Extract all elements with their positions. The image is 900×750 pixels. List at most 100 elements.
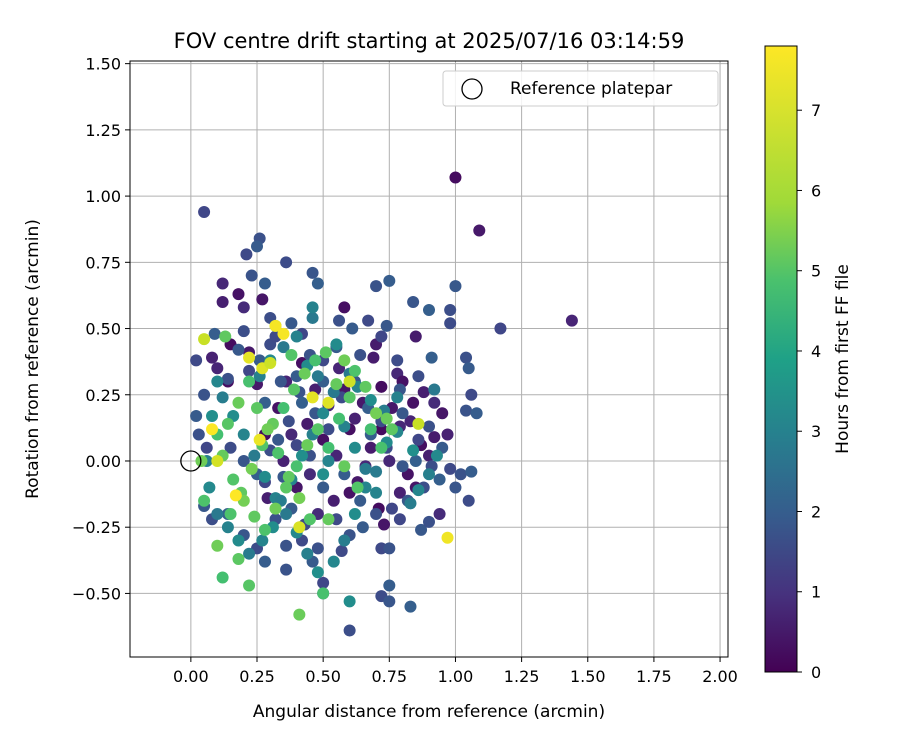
data-point — [208, 327, 221, 340]
colorbar-tick-label: 0 — [811, 663, 821, 682]
data-point — [232, 396, 245, 409]
data-point — [224, 507, 237, 520]
data-point — [409, 454, 422, 467]
data-point — [359, 380, 372, 393]
data-point — [227, 473, 240, 486]
data-point — [343, 391, 356, 404]
data-point — [301, 439, 314, 452]
data-point — [309, 354, 322, 367]
data-point — [253, 433, 266, 446]
data-point — [460, 351, 473, 364]
data-point — [290, 460, 303, 473]
data-point — [216, 571, 229, 584]
data-point — [206, 409, 219, 422]
data-point — [385, 502, 398, 515]
data-point — [343, 595, 356, 608]
data-point — [306, 391, 319, 404]
data-point — [219, 330, 232, 343]
data-point — [303, 468, 316, 481]
data-point — [444, 317, 457, 330]
data-point — [362, 314, 375, 327]
data-point — [565, 314, 578, 327]
data-point — [290, 330, 303, 343]
data-point — [391, 354, 404, 367]
data-point — [354, 349, 367, 362]
data-point — [258, 277, 271, 290]
data-point — [407, 296, 420, 309]
data-point — [203, 481, 216, 494]
data-point — [370, 486, 383, 499]
data-point — [317, 576, 330, 589]
data-point — [322, 441, 335, 454]
data-point — [412, 370, 425, 383]
data-point — [206, 423, 219, 436]
data-point — [295, 396, 308, 409]
x-tick-label: 0.75 — [371, 667, 407, 686]
data-point — [280, 507, 293, 520]
data-point — [375, 330, 388, 343]
y-tick-label: 0.25 — [85, 386, 121, 405]
data-point — [198, 388, 211, 401]
data-point — [240, 248, 253, 261]
reference-platepar-marker — [180, 450, 202, 472]
data-point — [380, 319, 393, 332]
data-point — [417, 386, 430, 399]
colorbar-tick-label: 6 — [811, 181, 821, 200]
data-point — [272, 433, 285, 446]
data-point — [282, 415, 295, 428]
data-point — [258, 470, 271, 483]
data-point — [348, 412, 361, 425]
data-point — [198, 333, 211, 346]
data-point — [298, 367, 311, 380]
data-point — [454, 468, 467, 481]
data-point — [258, 555, 271, 568]
data-points — [190, 171, 578, 637]
data-point — [343, 624, 356, 637]
data-point — [317, 468, 330, 481]
data-point — [232, 534, 245, 547]
data-point — [412, 433, 425, 446]
x-tick-label: 2.00 — [702, 667, 738, 686]
data-point — [378, 518, 391, 531]
data-point — [404, 600, 417, 613]
data-point — [473, 224, 486, 237]
data-point — [364, 441, 377, 454]
x-tick-label: 1.25 — [504, 667, 540, 686]
data-point — [433, 507, 446, 520]
data-point — [322, 396, 335, 409]
data-point — [216, 277, 229, 290]
data-point — [338, 354, 351, 367]
x-tick-label: 1.75 — [636, 667, 672, 686]
data-point — [216, 391, 229, 404]
data-point — [293, 492, 306, 505]
data-point — [243, 579, 256, 592]
data-point — [327, 555, 340, 568]
data-point — [348, 364, 361, 377]
data-point — [391, 391, 404, 404]
data-point — [237, 454, 250, 467]
data-point — [280, 563, 293, 576]
legend-label-reference: Reference platepar — [510, 79, 672, 99]
data-point — [311, 566, 324, 579]
data-point — [383, 579, 396, 592]
data-point — [198, 205, 211, 218]
data-point — [274, 375, 287, 388]
colorbar-gradient — [764, 45, 798, 673]
data-point — [301, 417, 314, 430]
data-point — [237, 301, 250, 314]
data-point — [449, 280, 462, 293]
data-point — [211, 375, 224, 388]
data-point — [404, 497, 417, 510]
colorbar-tick-label: 1 — [811, 583, 821, 602]
x-axis-ticks: 0.00 0.25 0.50 0.75 1.00 1.25 1.50 1.75 2.00 — [173, 657, 738, 686]
data-point — [285, 317, 298, 330]
colorbar-tick-label: 7 — [811, 101, 821, 120]
data-point — [277, 402, 290, 415]
data-point — [449, 171, 462, 184]
x-tick-label: 1.50 — [570, 667, 606, 686]
colorbar-ticks: 0 1 2 3 4 5 6 7 — [797, 101, 821, 682]
data-point — [430, 449, 443, 462]
y-axis-label: Rotation from reference (arcmin) — [23, 219, 43, 499]
data-point — [293, 608, 306, 621]
y-tick-label: 1.50 — [85, 55, 121, 74]
